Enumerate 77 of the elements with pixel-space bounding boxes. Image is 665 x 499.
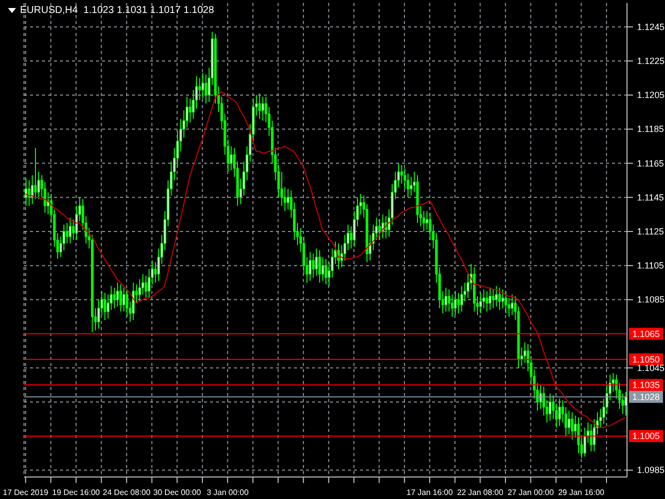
candlestick bbox=[201, 72, 204, 99]
candlestick bbox=[495, 286, 498, 307]
candlestick bbox=[113, 287, 116, 309]
candlestick bbox=[510, 294, 514, 316]
candlestick bbox=[577, 416, 580, 454]
y-tick-label: 1.1145 bbox=[637, 192, 664, 202]
ref-line-label: 1.1028 bbox=[632, 392, 660, 402]
candlestick bbox=[24, 178, 28, 206]
x-tick-label: 17 Dec 2019 bbox=[2, 488, 49, 497]
x-tick-label: 22 Jan 08:00 bbox=[457, 488, 504, 497]
y-tick-label: 1.1205 bbox=[637, 90, 665, 100]
candlestick bbox=[479, 292, 482, 314]
candlestick bbox=[539, 384, 542, 410]
y-tick-label: 1.1085 bbox=[637, 294, 665, 305]
candlestick bbox=[444, 287, 448, 312]
line-series bbox=[25, 91, 626, 428]
candlestick bbox=[258, 92, 261, 120]
candlestick bbox=[104, 292, 106, 321]
candlestick bbox=[68, 217, 72, 244]
candlestick bbox=[230, 146, 233, 171]
candlestick bbox=[558, 398, 561, 426]
candlestick bbox=[488, 287, 492, 310]
ref-line-label: 1.1005 bbox=[632, 431, 660, 442]
candlestick bbox=[204, 74, 208, 104]
candlestick bbox=[570, 412, 574, 440]
y-tick-label: 1.1165 bbox=[637, 158, 664, 168]
candlestick bbox=[286, 188, 290, 210]
candlestick bbox=[568, 410, 570, 435]
candlestick bbox=[337, 242, 340, 270]
candlestick bbox=[122, 287, 126, 312]
candlestick bbox=[116, 282, 119, 307]
ref-line-label: 1.1035 bbox=[632, 380, 660, 390]
candlestick bbox=[312, 253, 315, 278]
y-tick-label: 1.1125 bbox=[637, 226, 664, 236]
candlestick bbox=[34, 147, 37, 200]
ref-line-label: 1.1065 bbox=[632, 328, 660, 339]
chart-title: EURUSD,H4 1.1023 1.1031 1.1017 1.1028 bbox=[20, 5, 214, 16]
x-tick-label: 24 Dec 08:00 bbox=[102, 488, 151, 497]
candlestick bbox=[501, 288, 504, 309]
y-tick-label: 1.1045 bbox=[637, 362, 665, 373]
y-tick-label: 1.0985 bbox=[637, 465, 665, 476]
candlestick bbox=[504, 290, 508, 314]
candlestick bbox=[198, 78, 201, 101]
candlestick bbox=[144, 275, 148, 298]
candlestick bbox=[318, 250, 321, 284]
candlestick bbox=[378, 219, 381, 240]
x-tick-label: 27 Jan 00:00 bbox=[508, 488, 554, 497]
candlestick bbox=[454, 290, 457, 316]
x-tick-label: 30 Dec 00:00 bbox=[153, 488, 202, 497]
candlestick bbox=[590, 424, 592, 452]
candlestick bbox=[426, 210, 428, 230]
candlestick bbox=[498, 287, 501, 310]
candlestick bbox=[448, 288, 450, 312]
y-tick-label: 1.1185 bbox=[637, 124, 664, 134]
candlestick bbox=[188, 98, 192, 123]
candlestick bbox=[410, 176, 412, 196]
x-tick-label: 29 Jan 16:00 bbox=[558, 488, 605, 497]
candlestick bbox=[492, 288, 495, 309]
x-tick-label: 19 Dec 16:00 bbox=[52, 488, 100, 497]
candlestick bbox=[119, 284, 122, 312]
candlestick bbox=[308, 251, 312, 282]
candlestick bbox=[460, 286, 463, 312]
candlestick bbox=[524, 342, 526, 364]
ref-line-label: 1.1050 bbox=[632, 354, 660, 364]
candlestick bbox=[457, 292, 460, 314]
candlestick bbox=[486, 290, 488, 312]
candlestick bbox=[261, 96, 264, 122]
candlestick bbox=[66, 222, 68, 244]
candlestick bbox=[548, 392, 552, 422]
candlestick bbox=[315, 248, 318, 276]
y-tick-label: 1.1105 bbox=[637, 260, 664, 271]
candlestick bbox=[321, 256, 324, 282]
candlestick bbox=[324, 258, 328, 285]
y-tick-label: 1.1225 bbox=[637, 56, 665, 66]
y-tick-label: 1.1245 bbox=[637, 22, 665, 32]
x-tick-label: 3 Jan 00:00 bbox=[206, 488, 250, 497]
x-tick-label: 17 Jan 16:00 bbox=[406, 488, 454, 497]
